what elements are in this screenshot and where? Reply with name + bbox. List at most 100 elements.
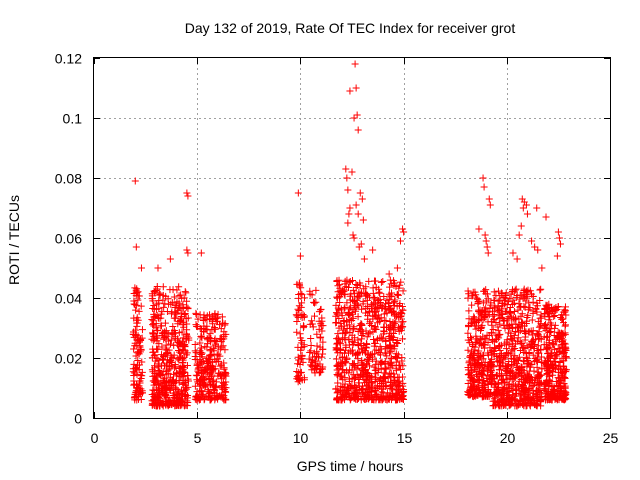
data-point	[358, 348, 366, 356]
data-point	[313, 330, 321, 338]
data-point	[479, 381, 487, 389]
data-point	[516, 327, 524, 335]
data-point	[527, 343, 535, 351]
data-point	[310, 312, 318, 320]
data-point	[508, 360, 516, 368]
data-point	[369, 246, 377, 254]
data-point	[391, 352, 399, 360]
data-point	[150, 348, 158, 356]
data-point	[334, 330, 342, 338]
data-point	[169, 323, 177, 331]
data-point	[137, 302, 145, 310]
data-point	[361, 388, 369, 396]
data-point	[310, 366, 318, 374]
data-point	[383, 392, 391, 400]
data-point	[154, 363, 162, 371]
data-point	[465, 307, 473, 315]
data-point	[354, 313, 362, 321]
data-point	[349, 314, 357, 322]
data-point	[374, 335, 382, 343]
data-point	[337, 386, 345, 394]
data-point	[561, 307, 569, 315]
data-point	[150, 396, 158, 404]
data-point	[509, 314, 517, 322]
data-point	[464, 346, 472, 354]
data-point	[562, 354, 570, 362]
data-point	[379, 278, 387, 286]
data-point	[363, 377, 371, 385]
data-point	[517, 390, 525, 398]
data-point	[318, 365, 326, 373]
chart-title: Day 132 of 2019, Rate Of TEC Index for r…	[185, 20, 516, 36]
data-point	[516, 295, 524, 303]
data-point	[203, 343, 211, 351]
data-point	[132, 387, 140, 395]
data-point	[134, 296, 142, 304]
data-point	[474, 372, 482, 380]
data-point	[387, 309, 395, 317]
data-point	[371, 366, 379, 374]
data-point	[221, 346, 229, 354]
data-point	[484, 308, 492, 316]
data-point	[394, 290, 402, 298]
data-point	[334, 304, 342, 312]
data-point	[399, 335, 407, 343]
data-point	[376, 375, 384, 383]
data-point	[368, 396, 376, 404]
data-point	[392, 310, 400, 318]
data-point	[313, 362, 321, 370]
data-point	[334, 361, 342, 369]
data-point	[159, 353, 167, 361]
data-point	[557, 378, 565, 386]
data-point	[559, 319, 567, 327]
x-tick-label: 25	[603, 430, 619, 446]
data-point	[317, 305, 325, 313]
data-point	[477, 336, 485, 344]
y-tick-label: 0.02	[55, 351, 82, 367]
data-point	[358, 335, 366, 343]
data-point	[390, 329, 398, 337]
data-point	[509, 345, 517, 353]
data-point	[374, 319, 382, 327]
data-point	[212, 358, 220, 366]
data-point	[157, 385, 165, 393]
data-point	[208, 350, 216, 358]
data-point	[171, 360, 179, 368]
data-point	[332, 385, 340, 393]
data-point	[133, 301, 141, 309]
data-point	[311, 369, 319, 377]
data-point	[197, 358, 205, 366]
data-point	[555, 374, 563, 382]
data-point	[505, 388, 513, 396]
data-point	[149, 372, 157, 380]
data-point	[529, 309, 537, 317]
data-point	[382, 317, 390, 325]
data-point	[561, 374, 569, 382]
data-point	[359, 370, 367, 378]
data-point	[540, 333, 548, 341]
data-point	[509, 323, 517, 331]
data-point	[295, 291, 303, 299]
data-point	[536, 286, 544, 294]
data-point	[468, 301, 476, 309]
data-point	[529, 351, 537, 359]
data-point	[346, 204, 354, 212]
data-point	[183, 297, 191, 305]
data-point	[366, 293, 373, 301]
data-point	[307, 335, 315, 343]
data-point	[481, 313, 489, 321]
data-point	[505, 381, 513, 389]
data-point	[472, 291, 480, 299]
data-point	[197, 249, 205, 257]
data-point	[551, 352, 559, 360]
data-point	[496, 330, 504, 338]
data-point	[335, 276, 343, 284]
data-point	[358, 356, 366, 364]
data-point	[521, 336, 529, 344]
data-point	[386, 276, 394, 284]
data-point	[377, 334, 385, 342]
data-point	[357, 396, 365, 404]
data-point	[163, 350, 171, 358]
data-point	[130, 345, 138, 353]
